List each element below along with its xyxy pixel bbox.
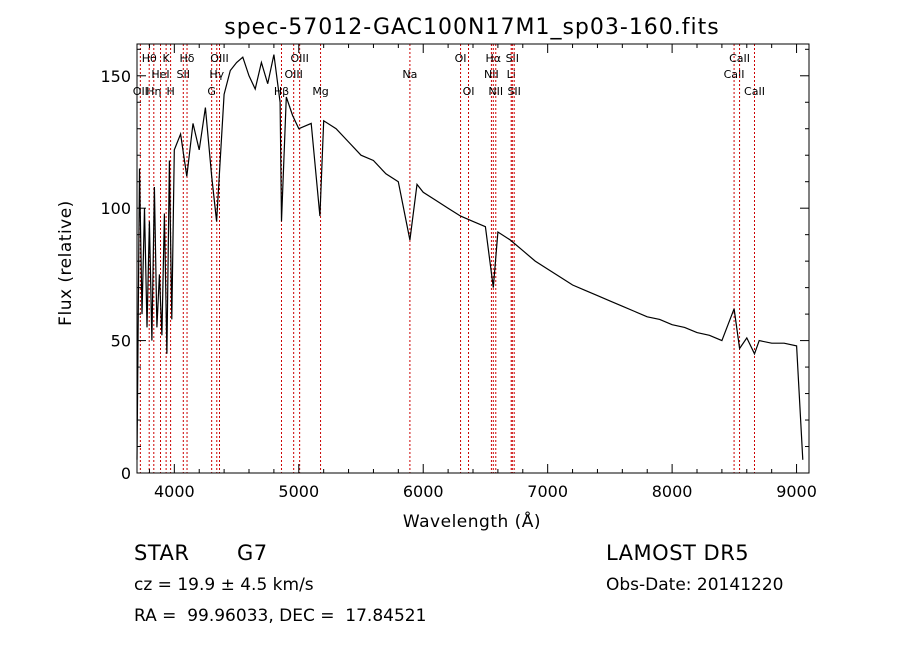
line-label-1: Hθ bbox=[142, 52, 157, 65]
x-tick-label-5: 9000 bbox=[776, 482, 817, 501]
line-label-7: Hδ bbox=[180, 52, 195, 65]
line-label-3: HeI bbox=[151, 68, 169, 81]
chart-title: spec-57012-GAC100N17M1_sp03-160.fits bbox=[224, 15, 720, 40]
line-label-10: OIII bbox=[210, 52, 228, 65]
x-tick-label-0: 4000 bbox=[154, 482, 195, 501]
object-subclass: G7 bbox=[237, 541, 268, 565]
x-tick-label-2: 6000 bbox=[403, 482, 444, 501]
y-tick-label-0: 0 bbox=[121, 464, 131, 483]
series-line-0 bbox=[136, 54, 804, 460]
observation-date: Obs-Date: 20141220 bbox=[606, 575, 784, 595]
y-tick-label-3: 150 bbox=[100, 67, 131, 86]
y-tick-label-1: 50 bbox=[111, 332, 131, 351]
line-label-26: CaII bbox=[744, 85, 765, 98]
line-label-6: SII bbox=[177, 68, 190, 81]
spectrum-series bbox=[136, 54, 804, 460]
line-label-25: CaII bbox=[729, 52, 750, 65]
line-label-9: Hγ bbox=[209, 68, 224, 81]
line-label-12: OIII bbox=[284, 68, 302, 81]
redshift-velocity: cz = 19.9 ± 4.5 km/s bbox=[134, 575, 314, 595]
survey-name: LAMOST DR5 bbox=[606, 541, 750, 565]
x-tick-label-3: 7000 bbox=[527, 482, 568, 501]
line-label-14: Mg bbox=[312, 85, 328, 98]
y-axis: 0 50 100 150 bbox=[100, 48, 809, 483]
line-label-23: SII bbox=[507, 85, 520, 98]
line-label-16: OI bbox=[455, 52, 467, 65]
line-label-18: NII bbox=[484, 68, 499, 81]
line-label-22: SII bbox=[506, 52, 519, 65]
line-label-17: OI bbox=[463, 85, 475, 98]
object-class: STAR bbox=[134, 541, 190, 565]
spectral-line-markers: OIIHθHηHeIKHSIIHδGHγOIIIHβOIIIOIIIMgNaOI… bbox=[133, 44, 765, 473]
line-label-4: K bbox=[163, 52, 171, 65]
line-label-13: OIII bbox=[290, 52, 308, 65]
x-axis: 4000 5000 6000 7000 8000 9000 bbox=[148, 44, 817, 501]
line-label-11: Hβ bbox=[274, 85, 289, 98]
line-label-19: Hα bbox=[486, 52, 502, 65]
line-label-2: Hη bbox=[146, 85, 161, 98]
line-label-21: Li bbox=[507, 68, 516, 81]
line-label-8: G bbox=[207, 85, 216, 98]
y-tick-label-2: 100 bbox=[100, 199, 131, 218]
line-label-15: Na bbox=[402, 68, 417, 81]
y-axis-label: Flux (relative) bbox=[56, 200, 76, 326]
x-tick-label-4: 8000 bbox=[652, 482, 693, 501]
coordinates: RA = 99.96033, DEC = 17.84521 bbox=[134, 606, 427, 626]
line-label-20: NII bbox=[488, 85, 503, 98]
plot-frame bbox=[136, 43, 810, 474]
line-label-5: H bbox=[166, 85, 174, 98]
x-tick-label-1: 5000 bbox=[278, 482, 319, 501]
x-axis-label: Wavelength (Å) bbox=[403, 510, 541, 532]
line-label-24: CaII bbox=[724, 68, 745, 81]
